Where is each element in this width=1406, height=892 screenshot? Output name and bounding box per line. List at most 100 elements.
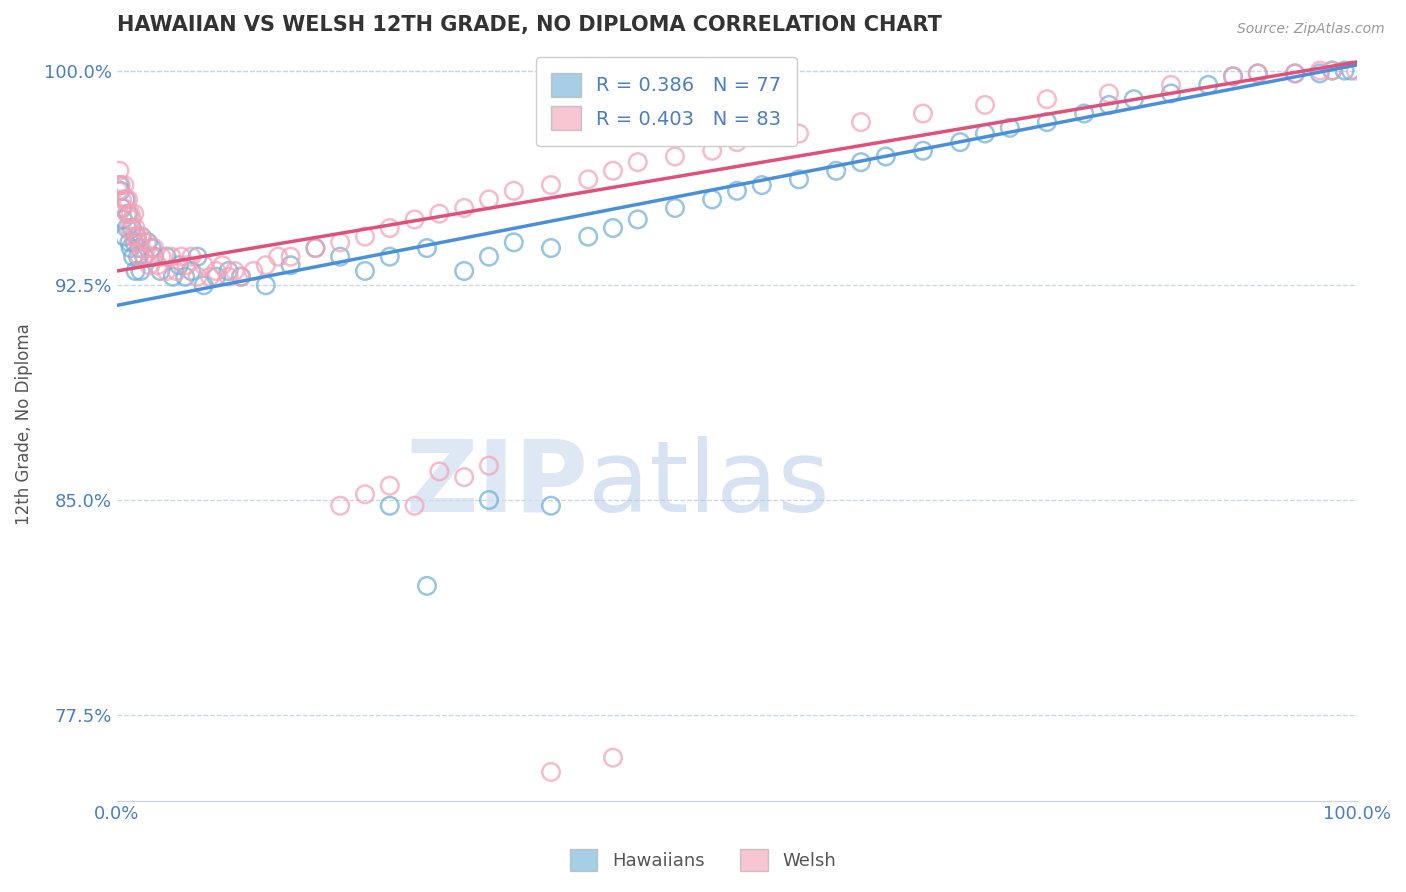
Point xyxy=(540,499,562,513)
Point xyxy=(602,750,624,764)
Point xyxy=(329,250,352,264)
Point xyxy=(1160,87,1182,101)
Point xyxy=(107,184,129,198)
Point xyxy=(453,201,475,215)
Point xyxy=(416,241,439,255)
Point xyxy=(121,212,143,227)
Point xyxy=(1197,78,1219,92)
Point xyxy=(576,229,599,244)
Point xyxy=(224,264,246,278)
Point xyxy=(120,207,142,221)
Point xyxy=(540,178,562,192)
Point xyxy=(111,193,134,207)
Point xyxy=(121,221,143,235)
Point xyxy=(146,258,169,272)
Point xyxy=(911,106,934,120)
Point xyxy=(478,493,501,508)
Point xyxy=(429,464,451,478)
Point xyxy=(751,178,773,192)
Point xyxy=(128,241,150,255)
Point xyxy=(205,269,228,284)
Text: atlas: atlas xyxy=(588,436,830,533)
Point xyxy=(198,269,221,284)
Point xyxy=(787,127,810,141)
Point xyxy=(429,207,451,221)
Point xyxy=(664,201,686,215)
Point xyxy=(218,269,240,284)
Point xyxy=(122,250,145,264)
Point xyxy=(404,212,426,227)
Point xyxy=(354,264,377,278)
Point xyxy=(115,207,138,221)
Point xyxy=(131,229,153,244)
Point xyxy=(1222,70,1244,84)
Point xyxy=(1322,63,1344,78)
Point xyxy=(128,250,150,264)
Point xyxy=(129,229,152,244)
Point xyxy=(378,221,401,235)
Point xyxy=(329,499,352,513)
Point xyxy=(129,264,152,278)
Point xyxy=(127,250,149,264)
Point xyxy=(725,184,748,198)
Point xyxy=(540,764,562,779)
Point xyxy=(1340,63,1362,78)
Point xyxy=(254,278,277,293)
Point xyxy=(1098,98,1121,112)
Point xyxy=(478,250,501,264)
Point xyxy=(167,258,190,272)
Point xyxy=(193,258,215,272)
Point xyxy=(664,149,686,163)
Point xyxy=(187,269,209,284)
Point xyxy=(1098,87,1121,101)
Point xyxy=(124,221,146,235)
Point xyxy=(229,269,252,284)
Point xyxy=(135,235,157,250)
Point xyxy=(112,201,135,215)
Point xyxy=(115,221,138,235)
Point xyxy=(187,250,209,264)
Point xyxy=(155,250,177,264)
Point xyxy=(1333,63,1355,78)
Y-axis label: 12th Grade, No Diploma: 12th Grade, No Diploma xyxy=(15,323,32,525)
Point xyxy=(502,235,524,250)
Point xyxy=(134,250,156,264)
Point xyxy=(787,172,810,186)
Point xyxy=(849,115,872,129)
Point xyxy=(205,264,228,278)
Point xyxy=(131,241,153,255)
Point xyxy=(155,264,177,278)
Point xyxy=(354,487,377,501)
Point xyxy=(1222,70,1244,84)
Point xyxy=(1036,92,1059,106)
Point xyxy=(404,499,426,513)
Point xyxy=(110,184,132,198)
Point xyxy=(304,241,326,255)
Point xyxy=(416,579,439,593)
Point xyxy=(118,235,141,250)
Point xyxy=(120,241,142,255)
Point xyxy=(254,258,277,272)
Point xyxy=(170,250,193,264)
Point xyxy=(166,264,188,278)
Point xyxy=(149,264,172,278)
Point xyxy=(125,229,148,244)
Point xyxy=(111,201,134,215)
Point xyxy=(124,264,146,278)
Point xyxy=(576,172,599,186)
Point xyxy=(974,127,997,141)
Point xyxy=(125,229,148,244)
Point xyxy=(114,193,136,207)
Point xyxy=(160,250,183,264)
Point xyxy=(998,120,1021,135)
Point xyxy=(122,229,145,244)
Point xyxy=(974,98,997,112)
Point xyxy=(1247,66,1270,80)
Point xyxy=(825,163,848,178)
Point xyxy=(218,264,240,278)
Point xyxy=(849,155,872,169)
Point xyxy=(1247,66,1270,80)
Legend: Hawaiians, Welsh: Hawaiians, Welsh xyxy=(562,842,844,879)
Legend: R = 0.386   N = 77, R = 0.403   N = 83: R = 0.386 N = 77, R = 0.403 N = 83 xyxy=(536,57,797,145)
Point xyxy=(124,235,146,250)
